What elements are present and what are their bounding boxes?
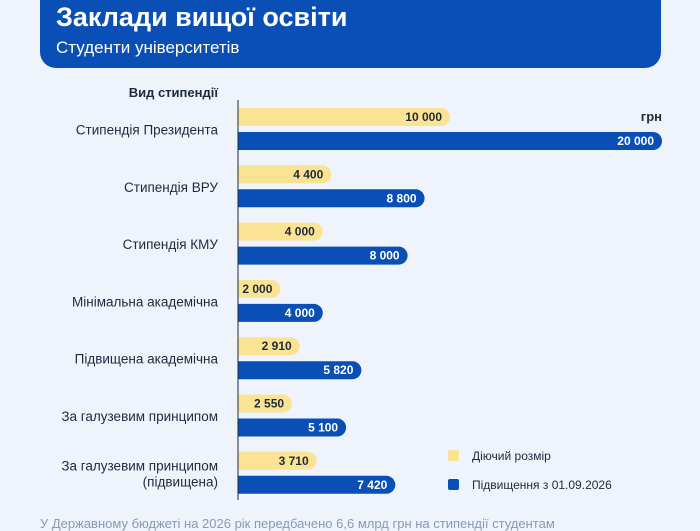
legend-swatch	[448, 479, 459, 490]
bar-value-label: 4 000	[285, 225, 315, 239]
footer-note: У Державному бюджеті на 2026 рік передба…	[40, 516, 555, 531]
bar	[238, 132, 662, 150]
bar-value-label: 3 710	[279, 454, 309, 468]
bar	[238, 189, 425, 208]
bar	[238, 361, 362, 380]
bar-value-label: 10 000	[405, 110, 442, 124]
legend-label: Діючий розмір	[472, 449, 551, 463]
bar-value-label: 8 800	[387, 191, 417, 205]
category-label: Стипендія Президента	[76, 123, 219, 138]
bar	[238, 108, 450, 126]
bar-value-label: 7 420	[357, 478, 387, 492]
bar-value-label: 2 550	[254, 397, 284, 411]
bar	[238, 475, 396, 494]
bar-value-label: 8 000	[370, 249, 400, 263]
bar-value-label: 20 000	[617, 134, 654, 148]
category-label: За галузевим принципом	[61, 458, 218, 473]
bar	[238, 279, 281, 298]
category-label: (підвищена)	[143, 474, 218, 489]
page-subtitle: Студенти університетів	[56, 38, 240, 57]
bar	[238, 451, 317, 470]
legend-swatch	[448, 450, 459, 461]
category-label: Стипендія КМУ	[123, 237, 219, 252]
category-label: Стипендія ВРУ	[124, 180, 218, 195]
category-label: Підвищена академічна	[75, 352, 219, 367]
bar	[238, 222, 323, 241]
bar-value-label: 2 000	[242, 282, 272, 296]
bar	[238, 337, 300, 356]
category-label: Мінімальна академічна	[72, 294, 218, 309]
bar	[238, 394, 293, 413]
bar-value-label: 2 910	[262, 339, 292, 353]
category-label: За галузевим принципом	[61, 409, 218, 424]
bar-value-label: 5 100	[308, 421, 338, 435]
page-title: Заклади вищої освіти	[56, 2, 348, 32]
header-banner: Заклади вищої освіти Студенти університе…	[40, 0, 661, 68]
unit-label: грн	[641, 109, 662, 124]
bar	[238, 165, 332, 184]
bar-value-label: 4 000	[285, 306, 315, 320]
legend-label: Підвищення з 01.09.2026	[472, 478, 612, 492]
category-axis-title: Вид стипендії	[129, 85, 219, 100]
bar	[238, 246, 408, 265]
bar-value-label: 4 400	[293, 167, 323, 181]
bar-value-label: 5 820	[323, 363, 353, 377]
bar	[238, 303, 323, 322]
bar	[238, 418, 347, 437]
